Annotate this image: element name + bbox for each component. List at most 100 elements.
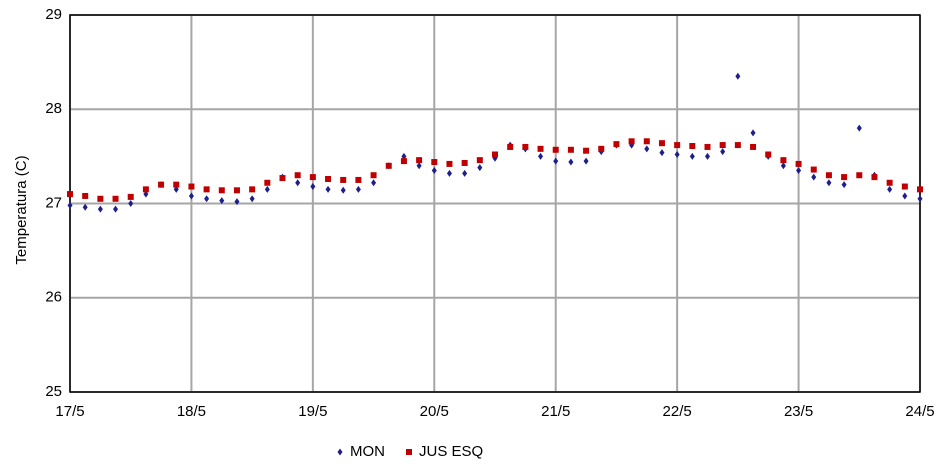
x-tick-label: 23/5: [784, 403, 813, 420]
legend-label: MON: [350, 443, 385, 460]
data-point: [795, 160, 802, 167]
x-tick-label: 17/5: [55, 403, 84, 420]
data-point: [431, 159, 438, 166]
y-tick-label: 27: [45, 194, 62, 211]
data-point: [780, 162, 786, 170]
data-point: [279, 175, 286, 182]
data-point: [765, 151, 772, 158]
data-point: [446, 169, 452, 177]
data-point: [233, 187, 240, 194]
legend-label: JUS ESQ: [419, 443, 483, 460]
data-point: [538, 152, 544, 160]
data-point: [325, 185, 331, 193]
data-point: [583, 147, 590, 154]
data-point: [173, 181, 180, 188]
data-point: [218, 187, 225, 194]
data-point: [188, 192, 194, 200]
data-point: [567, 146, 574, 153]
y-axis-label: Temperatura (C): [13, 155, 30, 264]
data-point: [234, 198, 240, 206]
data-point: [355, 185, 361, 193]
data-point: [583, 157, 589, 165]
data-point: [522, 143, 529, 150]
data-point: [385, 162, 392, 169]
data-point: [219, 197, 225, 205]
data-point: [750, 143, 757, 150]
data-point: [97, 205, 103, 213]
y-tick-label: 29: [45, 6, 62, 23]
data-point: [658, 140, 665, 147]
data-point: [264, 179, 271, 186]
data-point: [705, 152, 710, 160]
data-point: [598, 145, 605, 152]
data-point: [901, 183, 908, 190]
data-point: [325, 175, 332, 182]
data-point: [704, 143, 711, 150]
data-point: [340, 186, 346, 194]
data-point: [462, 169, 468, 177]
x-tick-label: 18/5: [177, 403, 206, 420]
legend-marker: [337, 448, 343, 456]
data-point: [856, 172, 863, 179]
data-point: [917, 186, 923, 193]
data-point: [431, 167, 437, 175]
data-point: [295, 179, 301, 187]
data-point: [476, 157, 483, 164]
data-point: [249, 186, 256, 193]
data-point: [112, 195, 119, 202]
data-point: [841, 174, 848, 181]
data-point: [249, 195, 255, 203]
data-point: [917, 195, 923, 203]
data-point: [82, 192, 89, 199]
data-point: [204, 195, 210, 203]
data-point: [659, 149, 665, 157]
data-point: [294, 172, 301, 179]
data-point: [825, 172, 832, 179]
data-point: [371, 179, 377, 187]
data-point: [750, 129, 756, 137]
data-point: [446, 160, 453, 167]
data-point: [689, 152, 695, 160]
data-point: [188, 183, 195, 190]
data-point: [264, 185, 270, 193]
data-point: [796, 167, 802, 175]
data-point: [461, 159, 468, 166]
data-point: [310, 183, 316, 191]
data-point: [67, 201, 73, 209]
data-point: [856, 124, 862, 132]
data-point: [689, 143, 696, 150]
data-point: [674, 142, 681, 149]
data-point: [734, 142, 741, 149]
data-point: [568, 158, 574, 166]
data-point: [613, 141, 620, 148]
data-point: [82, 203, 88, 211]
data-point: [719, 142, 726, 149]
data-point: [507, 143, 514, 150]
data-point: [309, 174, 316, 181]
data-point: [370, 172, 377, 179]
data-point: [644, 145, 650, 153]
data-point: [158, 181, 165, 188]
data-point: [127, 193, 134, 200]
x-tick-label: 21/5: [541, 403, 570, 420]
data-point: [871, 174, 878, 181]
y-tick-label: 28: [45, 100, 62, 117]
data-point: [553, 157, 559, 165]
x-tick-label: 22/5: [663, 403, 692, 420]
data-point: [902, 192, 908, 200]
data-point: [628, 138, 635, 145]
data-point: [643, 138, 650, 145]
data-point: [355, 176, 362, 183]
x-tick-label: 20/5: [420, 403, 449, 420]
data-point: [887, 185, 893, 193]
data-point: [537, 145, 544, 152]
legend-marker: [406, 449, 412, 455]
y-tick-label: 25: [45, 383, 62, 400]
data-point: [492, 151, 498, 158]
data-point: [780, 157, 787, 164]
data-point: [416, 157, 423, 164]
data-point: [552, 146, 559, 153]
data-point: [674, 150, 680, 158]
data-point: [826, 179, 832, 187]
data-point: [886, 179, 893, 186]
